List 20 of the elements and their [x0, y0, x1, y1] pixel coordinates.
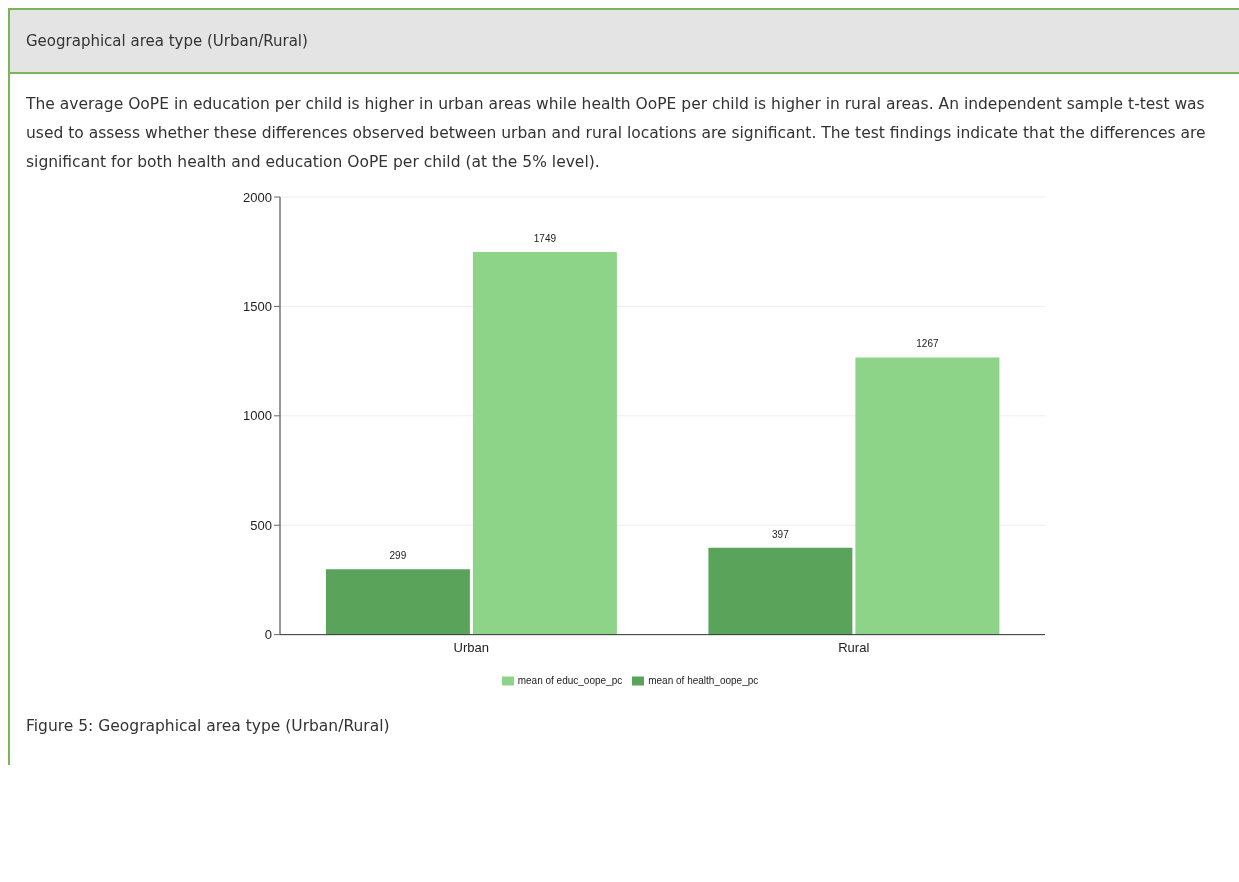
data-label: 299 [389, 550, 407, 562]
y-tick-label: 1500 [243, 299, 272, 315]
data-label: 1749 [533, 232, 557, 244]
y-tick-label: 1000 [243, 408, 272, 424]
bar [325, 569, 470, 635]
data-label: 397 [772, 528, 790, 540]
caption: Figure 5: Geographical area type (Urban/Rural) [26, 717, 391, 735]
bar [472, 251, 617, 635]
y-tick-label: 0 [264, 627, 272, 643]
legend-label: mean of health_oope_pc [648, 674, 759, 686]
y-tick-label: 2000 [243, 189, 272, 205]
x-tick-label: Urban [453, 639, 489, 655]
chart-subtitle: The average OoPE in education per child is higher in urban areas while health OoPE per child is higher in rural areas. An independent sample t-test was used to assess whether these differences observed between urban and rural locations are significant. The test findings indicate that the differences are significant for both health and education OoPE per child (at the 5% level). [25, 94, 1207, 173]
bar [855, 357, 1000, 635]
data-label: 1267 [916, 338, 939, 350]
bar [708, 547, 853, 635]
y-tick-label: 500 [250, 517, 272, 533]
x-tick-label: Rural [838, 639, 870, 655]
chart-title: Geographical area type (Urban/Rural) [10, 10, 1239, 74]
legend-label: mean of educ_oope_pc [517, 674, 623, 686]
